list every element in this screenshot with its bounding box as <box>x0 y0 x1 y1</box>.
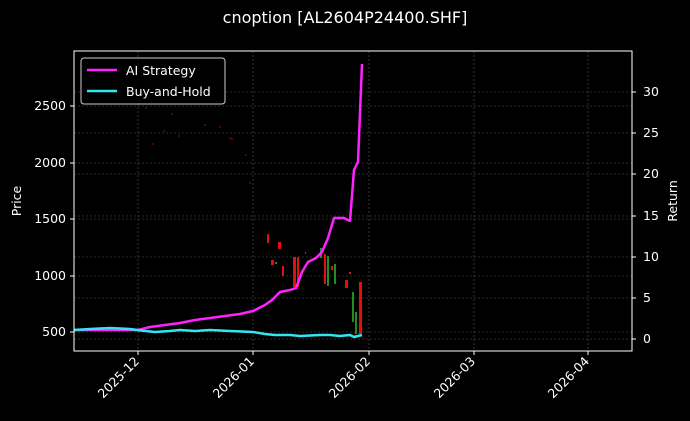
left-tick-1500: 1500 <box>34 211 66 226</box>
x-tick-2026-03: 2026-03 <box>431 354 479 402</box>
plot-frame <box>73 50 633 352</box>
faint-price-dots <box>145 107 251 184</box>
left-tick-1000: 1000 <box>34 268 66 283</box>
x-tick-2026-02: 2026-02 <box>326 354 374 402</box>
chart-title: cnoption [AL2604P24400.SHF] <box>222 8 468 27</box>
left-axis <box>70 105 74 333</box>
right-tick-15: 15 <box>643 208 659 223</box>
right-tick-30: 30 <box>643 84 659 99</box>
right-tick-20: 20 <box>643 166 659 181</box>
right-tick-5: 5 <box>643 290 651 305</box>
x-tick-2025-12: 2025-12 <box>95 354 143 402</box>
right-axis <box>632 91 636 340</box>
series-ai-strategy <box>74 63 364 332</box>
right-tick-0: 0 <box>643 331 651 346</box>
left-tick-2500: 2500 <box>34 98 66 113</box>
x-axis <box>137 351 589 355</box>
candlesticks <box>267 234 362 334</box>
right-tick-25: 25 <box>643 125 659 140</box>
series-buy-and-hold <box>73 326 363 339</box>
right-tick-10: 10 <box>643 249 659 264</box>
grid <box>74 51 632 351</box>
left-tick-2000: 2000 <box>34 155 66 170</box>
right-axis-label: Return <box>665 180 680 221</box>
x-tick-2026-04: 2026-04 <box>545 353 593 401</box>
left-axis-label: Price <box>9 185 24 216</box>
legend-label-buy-and-hold: Buy-and-Hold <box>126 84 211 99</box>
left-tick-500: 500 <box>42 324 66 339</box>
legend-label-ai-strategy: AI Strategy <box>126 63 196 78</box>
legend: AI Strategy Buy-and-Hold <box>80 57 226 105</box>
x-tick-2026-01: 2026-01 <box>210 354 258 402</box>
